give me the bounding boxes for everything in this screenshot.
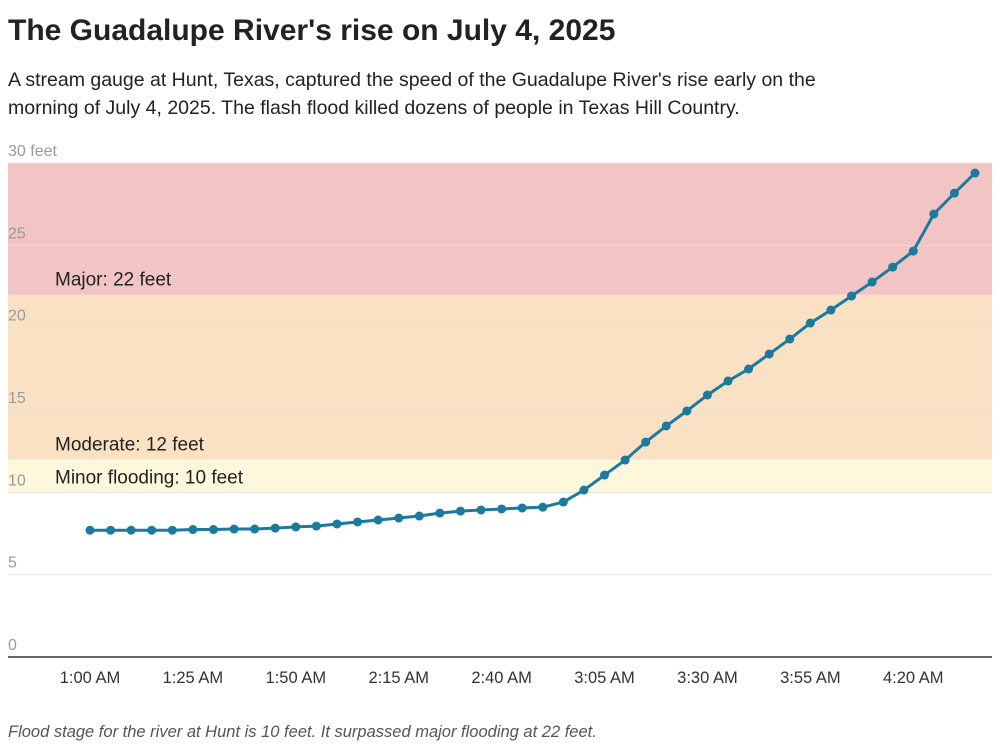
data-point (332, 519, 342, 529)
x-tick-label: 1:25 AM (163, 669, 224, 687)
data-point (414, 511, 424, 521)
data-point (311, 521, 321, 531)
y-tick-label: 20 (8, 308, 26, 325)
flood-band (8, 459, 992, 493)
data-point (970, 168, 980, 178)
x-tick-label: 3:30 AM (677, 669, 738, 687)
data-point (641, 437, 651, 447)
band-label: Minor flooding: 10 feet (55, 467, 244, 488)
data-point (270, 523, 280, 533)
flood-band (8, 294, 992, 460)
data-point (126, 525, 136, 535)
chart-subtitle: morning of July 4, 2025. The flash flood… (8, 97, 740, 119)
data-point (702, 390, 712, 400)
data-point (744, 364, 754, 374)
band-label: Major: 22 feet (55, 270, 172, 291)
data-point (353, 517, 363, 527)
data-point (106, 525, 116, 535)
data-point (805, 318, 815, 328)
data-point (373, 515, 383, 525)
chart-title: The Guadalupe River's rise on July 4, 20… (8, 14, 615, 47)
x-tick-label: 3:55 AM (780, 669, 841, 687)
data-point (208, 525, 218, 535)
data-point (682, 406, 692, 416)
y-tick-label: 25 (8, 225, 26, 242)
chart-subtitle: A stream gauge at Hunt, Texas, captured … (8, 69, 816, 91)
data-point (435, 508, 445, 518)
x-tick-label: 2:40 AM (471, 669, 532, 687)
data-point (600, 470, 610, 480)
data-point (455, 506, 465, 516)
data-point (538, 502, 548, 512)
data-point (949, 188, 959, 198)
x-tick-label: 2:15 AM (368, 669, 429, 687)
x-tick-label: 1:50 AM (266, 669, 327, 687)
data-point (723, 376, 733, 386)
data-point (85, 525, 95, 535)
data-point (558, 497, 568, 507)
data-point (497, 504, 507, 514)
x-tick-label: 4:20 AM (883, 669, 944, 687)
data-point (250, 524, 260, 534)
data-point (888, 262, 898, 272)
data-point (929, 209, 939, 219)
x-tick-label: 3:05 AM (574, 669, 635, 687)
data-point (908, 246, 918, 256)
y-tick-label: 10 (8, 472, 26, 489)
band-label: Moderate: 12 feet (55, 434, 205, 455)
data-point (579, 485, 589, 495)
y-tick-label: 0 (8, 637, 17, 654)
data-point (476, 505, 486, 515)
y-tick-label: 15 (8, 390, 26, 407)
data-point (229, 524, 239, 534)
data-point (847, 291, 857, 301)
data-point (167, 525, 177, 535)
y-tick-label: 30 feet (8, 143, 57, 160)
data-point (867, 277, 877, 287)
data-point (188, 525, 198, 535)
data-point (291, 522, 301, 532)
data-point (764, 349, 774, 359)
data-point (785, 334, 795, 344)
data-point (661, 421, 671, 431)
data-point (394, 513, 404, 523)
data-point (620, 455, 630, 465)
flood-band (8, 163, 992, 295)
y-tick-label: 5 (8, 555, 17, 572)
data-point (517, 503, 527, 513)
data-point (147, 525, 157, 535)
chart-note: Flood stage for the river at Hunt is 10 … (8, 723, 597, 741)
data-point (826, 305, 836, 315)
x-tick-label: 1:00 AM (60, 669, 121, 687)
